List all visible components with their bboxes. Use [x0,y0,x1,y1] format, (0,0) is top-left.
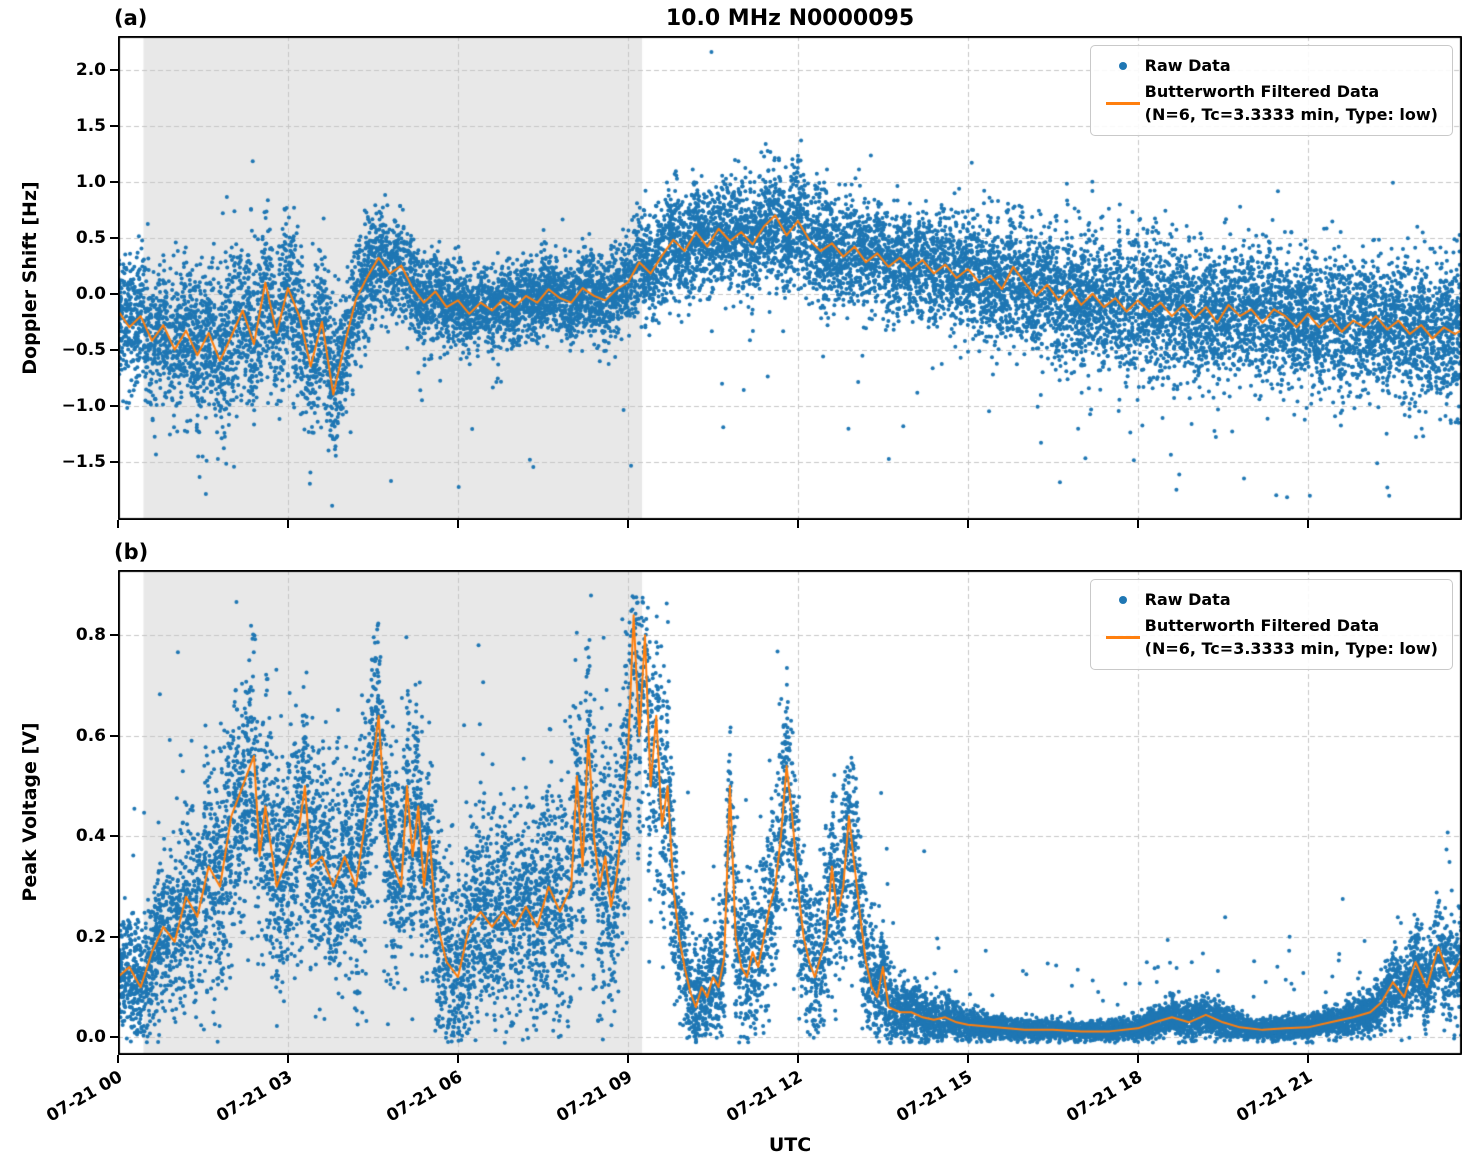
legend-filtered-data-entry: Butterworth Filtered Data (N=6, Tc=3.333… [1101,81,1438,126]
y-tick-mark [110,935,118,938]
panel-b-legend: Raw Data Butterworth Filtered Data (N=6,… [1089,579,1453,671]
x-tick-mark [117,520,119,528]
filtered-data-line-icon [1105,102,1140,106]
figure-title: 10.0 MHz N0000095 [665,6,915,31]
x-tick-label: 07-21 00 [43,1067,126,1127]
legend-raw-data-entry: Raw Data [1101,55,1438,77]
x-tick-mark [286,520,289,528]
y-tick-label: −1.0 [61,395,106,416]
y-tick-mark [110,348,118,351]
x-tick-mark [626,1055,629,1063]
legend-filtered-data-entry: Butterworth Filtered Data (N=6, Tc=3.333… [1101,615,1438,660]
y-tick-mark [110,292,118,295]
x-tick-mark [966,1055,969,1063]
y-tick-label: 0.0 [75,1027,106,1048]
legend-filtered-data-label: Butterworth Filtered Data [1144,82,1380,102]
y-tick-mark [110,236,118,239]
legend-raw-data-entry: Raw Data [1101,589,1438,611]
y-tick-label: 0.5 [75,227,106,248]
y-tick-label: −1.5 [61,451,106,472]
x-tick-mark [456,1055,459,1063]
panel-a-label: (a) [114,6,148,30]
x-tick-mark [1136,520,1139,528]
y-tick-mark [110,734,118,737]
x-tick-mark [456,520,459,528]
legend-filtered-data-sublabel: (N=6, Tc=3.3333 min, Type: low) [1144,104,1438,124]
legend-filtered-data-sublabel: (N=6, Tc=3.3333 min, Type: low) [1144,638,1438,658]
raw-data-dot-icon [1118,62,1127,71]
x-axis-title: UTC [768,1134,812,1156]
y-tick-mark [110,124,118,127]
x-tick-mark [626,520,629,528]
y-tick-label: 0.2 [75,926,106,947]
y-tick-mark [110,1036,118,1039]
x-tick-mark [966,520,969,528]
panel-b-label: (b) [114,540,149,564]
filtered-data-line-icon [1105,636,1140,640]
y-tick-label: 2.0 [75,59,106,80]
panel-a-plot-area: Raw Data Butterworth Filtered Data (N=6,… [118,36,1462,520]
y-tick-label: 0.4 [75,826,106,847]
y-tick-label: 0.6 [75,725,106,746]
y-tick-mark [110,68,118,71]
legend-raw-data-label: Raw Data [1144,56,1231,75]
x-tick-mark [1136,1055,1139,1063]
raw-data-dot-icon [1118,596,1127,605]
x-tick-mark [1306,1055,1309,1063]
y-tick-label: 0.0 [75,283,106,304]
y-tick-label: 1.0 [75,171,106,192]
y-tick-label: −0.5 [61,339,106,360]
legend-raw-data-label: Raw Data [1144,590,1231,609]
panel-b-plot-area: Raw Data Butterworth Filtered Data (N=6,… [118,570,1462,1055]
y-tick-mark [110,835,118,838]
x-tick-mark [1306,520,1309,528]
x-tick-mark [286,1055,289,1063]
panel-a-legend: Raw Data Butterworth Filtered Data (N=6,… [1089,45,1453,137]
x-tick-mark [796,1055,799,1063]
y-tick-mark [110,634,118,637]
y-tick-mark [110,180,118,183]
x-tick-mark [796,520,799,528]
y-tick-mark [110,460,118,463]
legend-filtered-data-label: Butterworth Filtered Data [1144,616,1380,636]
panel-b-y-axis-title: Peak Voltage [V] [19,722,41,902]
y-tick-label: 1.5 [75,115,106,136]
y-tick-label: 0.8 [75,625,106,646]
y-tick-mark [110,404,118,407]
x-tick-mark [117,1055,119,1063]
